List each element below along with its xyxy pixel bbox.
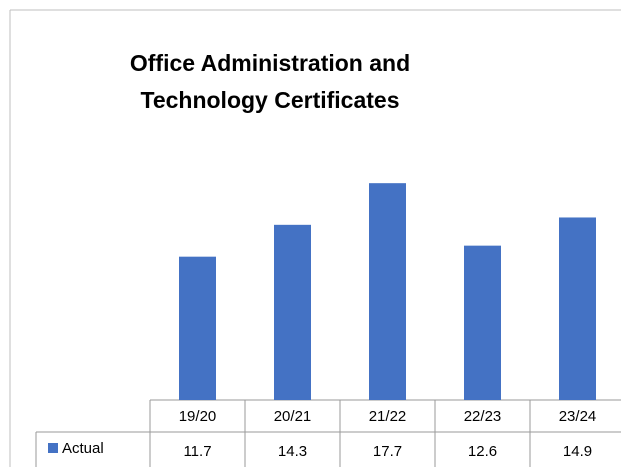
table-value: 12.6: [468, 443, 497, 460]
x-tick-label: 21/22: [369, 408, 407, 425]
table-value: 14.9: [563, 443, 592, 460]
bar: [369, 183, 406, 400]
x-tick-label: 20/21: [274, 408, 312, 425]
table-value: 17.7: [373, 443, 402, 460]
legend-label: Actual: [62, 440, 104, 457]
x-tick-label: 23/24: [559, 408, 597, 425]
x-tick-label: 19/20: [179, 408, 217, 425]
x-tick-label: 22/23: [464, 408, 502, 425]
bar: [274, 224, 311, 400]
chart-title: Office Administration and Technology Cert…: [130, 50, 410, 113]
legend-key: [48, 443, 58, 453]
bar: [464, 245, 501, 400]
table-value: 11.7: [183, 443, 211, 460]
bar: [559, 217, 596, 400]
bar: [179, 256, 216, 400]
table-value: 14.3: [278, 443, 307, 460]
